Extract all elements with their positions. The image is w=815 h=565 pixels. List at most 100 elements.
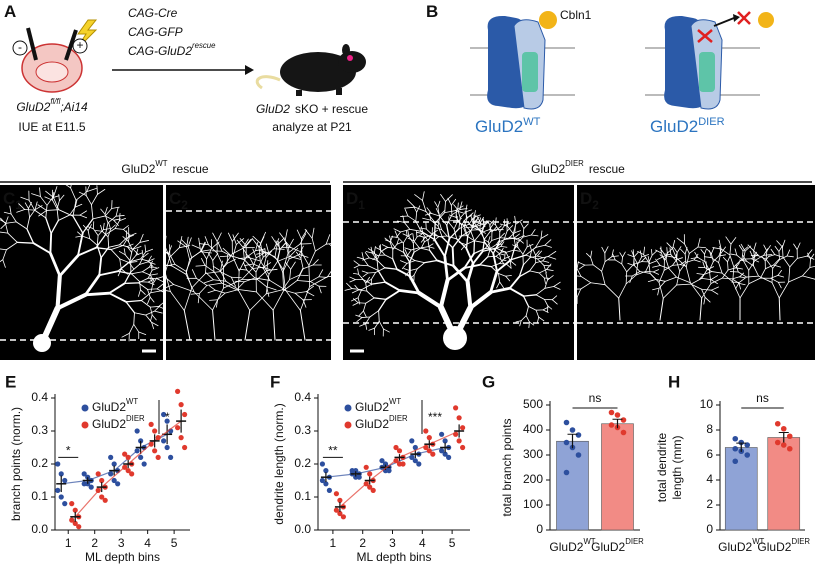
- dendrite: [441, 229, 448, 237]
- dendrite: [282, 252, 289, 271]
- dendrite: [704, 296, 711, 303]
- dendrite: [98, 256, 103, 277]
- dendrite: [465, 204, 468, 213]
- dendrite: [225, 280, 239, 290]
- dendrite: [58, 209, 74, 217]
- data-point: [178, 402, 184, 408]
- dendrite: [201, 257, 206, 266]
- legend-label-part: GluD2: [355, 417, 389, 431]
- y-tick-label: 0.4: [294, 390, 311, 404]
- dendrite: [403, 268, 411, 271]
- dendrite: [58, 254, 80, 278]
- dendrite: [131, 273, 141, 283]
- data-point: [744, 452, 751, 458]
- dendrite: [516, 241, 519, 248]
- dendrite: [52, 196, 60, 211]
- dendrite: [544, 279, 548, 289]
- x-tick-label: GluD2DIER: [757, 537, 810, 554]
- dendrite: [472, 219, 474, 228]
- dendrite: [123, 225, 129, 230]
- dendrite: [614, 259, 623, 265]
- dendrite: [479, 264, 492, 268]
- dendrite: [59, 194, 65, 201]
- dendrite: [515, 219, 523, 225]
- data-point: [367, 484, 373, 490]
- dendrite: [135, 252, 143, 256]
- dendrite: [357, 297, 361, 305]
- dendrite: [385, 289, 401, 301]
- panel-letter-part: 2: [592, 198, 599, 212]
- dendrite: [366, 290, 375, 299]
- dendrite: [484, 221, 490, 226]
- dendrite: [455, 213, 458, 221]
- dendrite: [806, 255, 815, 260]
- dendrite: [748, 277, 761, 285]
- dendrite: [693, 259, 701, 263]
- dendrite: [738, 282, 746, 286]
- dendrite: [641, 256, 647, 263]
- data-point: [175, 388, 181, 394]
- dendrite: [774, 254, 784, 258]
- dendrite: [101, 230, 109, 238]
- data-point: [732, 458, 739, 465]
- data-point: [99, 494, 105, 500]
- dendrite: [166, 284, 174, 288]
- dendrite: [207, 289, 216, 294]
- panel-letter: A: [4, 2, 16, 21]
- dendrite: [721, 272, 734, 283]
- dendrite: [540, 234, 549, 239]
- dendrite: [396, 241, 403, 245]
- dendrite: [495, 247, 507, 253]
- dendrite: [407, 237, 415, 242]
- dendrite: [107, 236, 110, 248]
- dendrite: [0, 222, 7, 229]
- dendrite: [425, 228, 433, 236]
- data-point: [608, 409, 615, 416]
- dendrite: [355, 314, 363, 318]
- dendrite: [145, 248, 154, 253]
- dendrite: [416, 262, 426, 270]
- electrode-sign: +: [76, 38, 83, 52]
- data-point: [409, 454, 415, 460]
- y-tick-label: 0.0: [294, 522, 311, 536]
- dendrite: [361, 270, 369, 274]
- dendrite: [364, 252, 370, 259]
- dendrite: [522, 228, 525, 238]
- dendrite: [428, 212, 432, 221]
- dendrite: [402, 233, 410, 238]
- dendrite: [308, 250, 316, 266]
- dendrite: [643, 254, 650, 263]
- dendrite: [169, 291, 185, 311]
- data-point: [460, 425, 466, 431]
- data-point: [460, 444, 466, 451]
- dendrite: [371, 272, 376, 280]
- dendrite: [262, 257, 267, 269]
- dendrite: [578, 264, 586, 270]
- data-point: [326, 487, 333, 493]
- dendrite: [124, 254, 132, 262]
- dendrite: [72, 215, 84, 234]
- panel-letter: G: [482, 372, 495, 391]
- panel-letter-part: 2: [181, 198, 188, 212]
- data-point: [356, 474, 362, 480]
- dendrite: [34, 209, 47, 219]
- dendrite: [351, 297, 359, 302]
- dendrite: [553, 286, 561, 290]
- data-point: [76, 524, 82, 530]
- dendrite: [271, 236, 278, 246]
- dendrite: [676, 237, 685, 245]
- dendrite: [114, 228, 124, 230]
- data-point: [164, 418, 170, 424]
- dendrite: [659, 297, 664, 321]
- dendrite: [254, 277, 271, 281]
- dendrite: [81, 235, 91, 240]
- dendrite: [709, 250, 712, 258]
- dendrite: [412, 242, 415, 253]
- dendrite: [517, 238, 524, 244]
- data-point: [175, 425, 181, 431]
- dendrite: [91, 193, 98, 206]
- dendrite: [590, 257, 594, 266]
- dendrite: [309, 276, 320, 282]
- dendrite: [676, 283, 692, 286]
- dendrite: [758, 275, 773, 283]
